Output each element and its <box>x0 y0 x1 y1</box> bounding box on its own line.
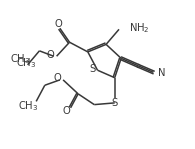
Text: S: S <box>112 98 118 108</box>
Text: O: O <box>62 106 70 116</box>
Text: CH$_3$: CH$_3$ <box>10 53 31 66</box>
Text: NH$_2$: NH$_2$ <box>129 21 149 35</box>
Text: N: N <box>158 68 165 78</box>
Text: O: O <box>55 18 63 28</box>
Text: S: S <box>90 64 96 74</box>
Text: O: O <box>47 50 54 60</box>
Text: O: O <box>53 73 61 83</box>
Text: CH$_3$: CH$_3$ <box>18 99 38 113</box>
Text: CH$_3$: CH$_3$ <box>16 56 37 70</box>
